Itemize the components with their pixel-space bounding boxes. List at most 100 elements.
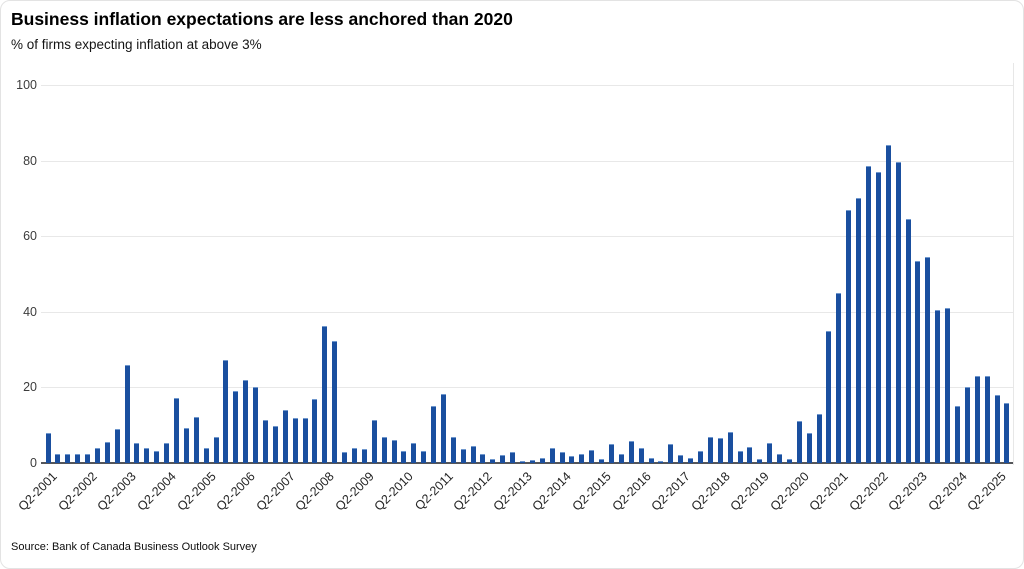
gridline xyxy=(41,160,1013,162)
x-tick-label: Q2-2025 xyxy=(964,469,1010,514)
bar-2002Q4 xyxy=(104,442,110,463)
bar-2003Q3 xyxy=(134,442,140,463)
bar-2016Q4 xyxy=(658,461,664,463)
bar-2006Q1 xyxy=(233,391,239,463)
x-tick-label: Q2-2022 xyxy=(846,469,891,514)
bar-2001Q3 xyxy=(55,454,61,463)
chart-title: Business inflation expectations are less… xyxy=(11,9,513,29)
gridline xyxy=(41,311,1013,313)
source-note: Source: Bank of Canada Business Outlook … xyxy=(11,541,257,553)
bar-2021Q2 xyxy=(836,292,842,463)
bar-2020Q1 xyxy=(786,459,792,463)
x-tick-label: Q2-2024 xyxy=(925,469,970,514)
bar-2011Q2 xyxy=(440,394,446,463)
bar-2007Q2 xyxy=(282,410,288,463)
bar-2020Q2 xyxy=(796,421,802,463)
x-tick-label: Q2-2005 xyxy=(174,469,219,514)
bar-2025Q3 xyxy=(1004,402,1010,463)
bar-2014Q2 xyxy=(559,451,565,463)
bar-2023Q4 xyxy=(935,309,941,463)
bar-2018Q1 xyxy=(707,436,713,463)
y-tick-label: 100 xyxy=(16,78,37,92)
bar-2001Q2 xyxy=(45,432,51,463)
bar-2024Q3 xyxy=(964,387,970,463)
y-tick-label: 0 xyxy=(30,456,37,470)
x-axis-line xyxy=(41,462,1013,464)
gridline xyxy=(41,236,1013,238)
x-tick-label: Q2-2001 xyxy=(15,469,61,514)
x-tick-label: Q2-2009 xyxy=(332,469,377,514)
x-tick-label: Q2-2006 xyxy=(213,469,258,514)
bar-2014Q1 xyxy=(549,447,555,463)
bar-2005Q2 xyxy=(203,447,209,463)
plot-area xyxy=(41,85,1013,464)
bar-2015Q3 xyxy=(609,443,614,463)
y-tick-label: 60 xyxy=(23,229,37,244)
bar-2007Q4 xyxy=(302,417,308,463)
bar-2024Q4 xyxy=(974,376,980,463)
x-tick-label: Q2-2004 xyxy=(134,469,179,514)
gridline xyxy=(41,387,1013,389)
bar-2022Q3 xyxy=(885,145,891,463)
gridline xyxy=(41,85,1013,86)
bar-2013Q2 xyxy=(520,461,526,463)
bar-2013Q4 xyxy=(539,458,545,463)
bar-2004Q2 xyxy=(164,443,170,463)
bar-2006Q3 xyxy=(253,387,259,463)
bar-2024Q2 xyxy=(955,406,960,463)
bar-2007Q1 xyxy=(272,425,278,463)
bar-2016Q1 xyxy=(628,441,634,463)
bar-2017Q2 xyxy=(678,455,684,463)
x-tick-label: Q2-2019 xyxy=(727,469,772,514)
bar-2010Q3 xyxy=(411,443,417,463)
chart-subtitle: % of firms expecting inflation at above … xyxy=(11,37,262,52)
x-tick-label: Q2-2013 xyxy=(490,469,535,514)
y-tick-label: 80 xyxy=(23,153,37,168)
bar-2002Q3 xyxy=(94,447,100,463)
bar-2021Q3 xyxy=(846,209,852,463)
x-tick-label: Q2-2010 xyxy=(371,469,417,514)
x-tick-label: Q2-2020 xyxy=(767,469,812,514)
bar-2017Q4 xyxy=(697,450,703,463)
x-tick-label: Q2-2018 xyxy=(688,469,733,514)
x-tick-label: Q2-2012 xyxy=(450,469,496,514)
bar-2003Q4 xyxy=(144,448,150,463)
bar-2006Q4 xyxy=(262,420,268,463)
bar-2019Q2 xyxy=(757,458,763,463)
bar-2017Q3 xyxy=(688,457,694,463)
x-tick-label: Q2-2011 xyxy=(412,469,456,513)
bar-2019Q1 xyxy=(747,447,753,463)
bar-2023Q1 xyxy=(905,219,911,463)
bar-2005Q1 xyxy=(193,417,199,463)
x-tick-label: Q2-2007 xyxy=(253,469,298,514)
bar-2010Q1 xyxy=(391,439,397,463)
bar-2022Q4 xyxy=(895,162,901,463)
bar-2021Q4 xyxy=(856,198,862,463)
bar-2012Q1 xyxy=(470,445,476,463)
bar-2015Q2 xyxy=(599,459,605,463)
bar-2005Q3 xyxy=(213,436,219,463)
bar-2008Q1 xyxy=(312,398,318,463)
bar-2011Q1 xyxy=(431,405,437,463)
x-tick-label: Q2-2002 xyxy=(55,469,100,514)
bar-2010Q4 xyxy=(421,451,427,463)
bar-2025Q1 xyxy=(984,376,990,463)
bar-2004Q3 xyxy=(174,397,180,463)
bar-2015Q1 xyxy=(589,450,595,463)
bar-2018Q3 xyxy=(727,432,733,463)
bar-2019Q4 xyxy=(777,454,783,463)
bar-2014Q4 xyxy=(579,453,585,463)
bar-2003Q2 xyxy=(124,364,130,463)
bar-2012Q4 xyxy=(500,455,506,463)
bar-2014Q3 xyxy=(569,455,575,463)
bar-2020Q3 xyxy=(806,432,812,463)
bar-2020Q4 xyxy=(816,413,822,463)
x-tick-label: Q2-2021 xyxy=(806,469,852,514)
plot-right-border xyxy=(1013,63,1014,465)
bar-2017Q1 xyxy=(668,443,674,463)
bar-2011Q4 xyxy=(460,448,466,463)
x-tick-label: Q2-2016 xyxy=(609,469,654,514)
bar-2022Q2 xyxy=(875,171,881,463)
bar-2013Q3 xyxy=(529,460,535,463)
bar-2018Q2 xyxy=(717,438,723,463)
